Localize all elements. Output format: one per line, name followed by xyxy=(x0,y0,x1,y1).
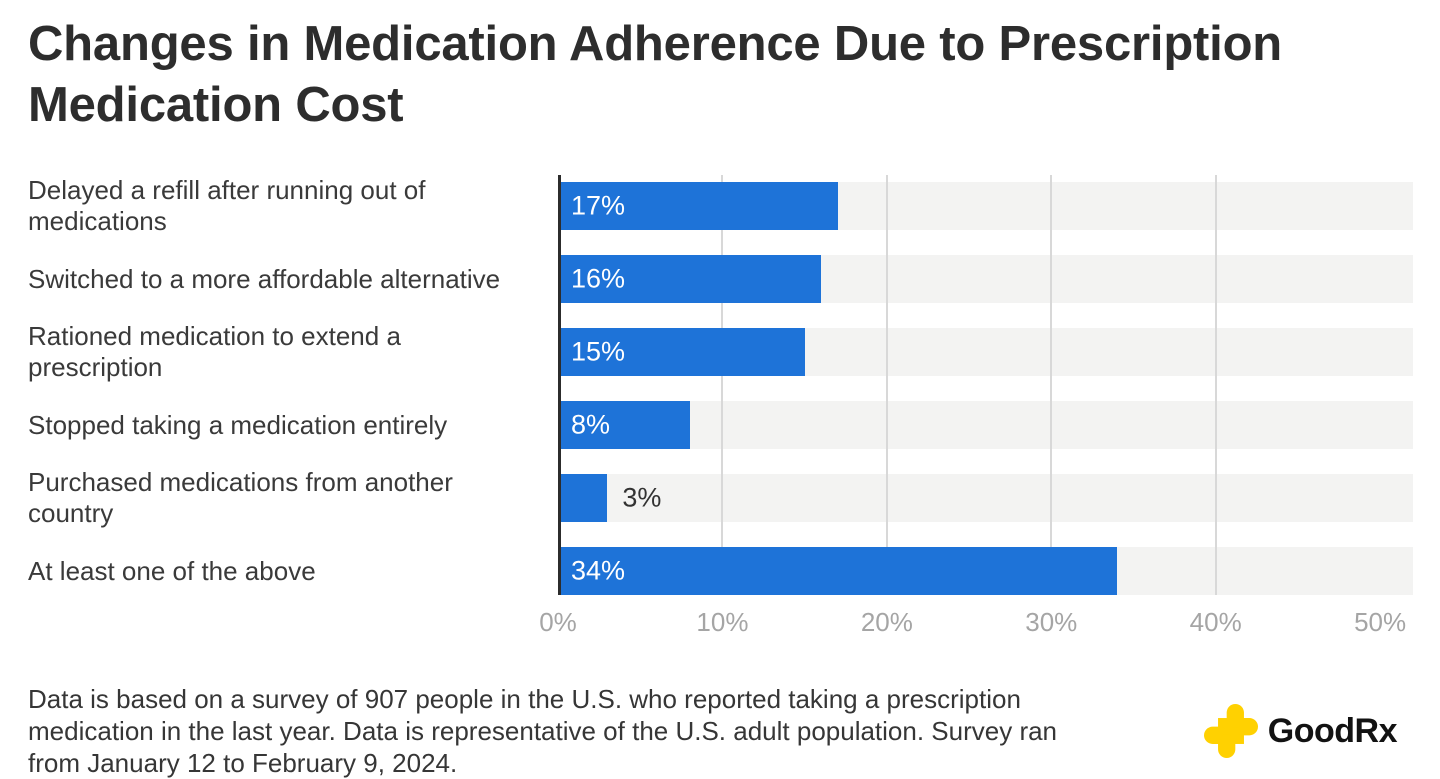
x-axis-ticks: 0% 10% 20% 30% 40% 50% xyxy=(539,607,1413,643)
chart-row: Rationed medication to extend a prescrip… xyxy=(28,321,1413,383)
bar: 8% xyxy=(558,401,690,449)
goodrx-cross-icon xyxy=(1203,704,1258,758)
x-tick-label: 50% xyxy=(1354,607,1407,637)
bar-track: 15% xyxy=(558,328,1413,376)
bar-value-label: 3% xyxy=(622,482,662,513)
chart-row: At least one of the above 34% xyxy=(28,547,1413,595)
footnote: Data is based on a survey of 907 people … xyxy=(28,683,1057,779)
x-tick-label: 40% xyxy=(1189,607,1242,637)
chart-row: Switched to a more affordable alternativ… xyxy=(28,255,1413,303)
category-label: Delayed a refill after running out of me… xyxy=(28,175,426,236)
bar: 16% xyxy=(558,255,822,303)
cross-shape xyxy=(1203,704,1258,758)
bar-value-label: 17% xyxy=(571,190,626,221)
bar: 15% xyxy=(558,328,805,376)
bar: 3% xyxy=(558,474,661,522)
footnote-line: Data is based on a survey of 907 people … xyxy=(28,684,1021,714)
x-tick-label: 10% xyxy=(696,607,749,637)
page-title: Changes in Medication Adherence Due to P… xyxy=(28,17,1283,132)
bar-track: 8% xyxy=(558,401,1413,449)
x-tick-label: 0% xyxy=(539,607,577,637)
category-label: At least one of the above xyxy=(28,555,316,586)
category-label: Switched to a more affordable alternativ… xyxy=(28,263,501,294)
chart-row: Stopped taking a medication entirely 8% xyxy=(28,401,1413,449)
bar-track: 3% xyxy=(558,474,1413,522)
chart-row: Purchased medications from another count… xyxy=(28,467,1413,529)
footnote-line: from January 12 to February 9, 2024. xyxy=(28,748,458,778)
bar: 34% xyxy=(558,547,1118,595)
chart-rows: Delayed a refill after running out of me… xyxy=(28,175,1413,595)
y-axis-line xyxy=(558,175,561,595)
category-label: Rationed medication to extend a prescrip… xyxy=(28,321,401,382)
bar-track: 16% xyxy=(558,255,1413,303)
footer: Data is based on a survey of 907 people … xyxy=(28,683,1398,779)
x-tick-label: 30% xyxy=(1025,607,1078,637)
bar-value-label: 34% xyxy=(571,555,626,586)
bar-value-label: 8% xyxy=(571,409,611,440)
plot-area: Delayed a refill after running out of me… xyxy=(28,175,1413,595)
bar-chart: Delayed a refill after running out of me… xyxy=(28,175,1413,643)
bar-value-label: 16% xyxy=(571,263,626,294)
bar: 17% xyxy=(558,182,838,230)
category-label: Stopped taking a medication entirely xyxy=(28,409,448,440)
bar-track: 34% xyxy=(558,547,1413,595)
bar-value-label: 15% xyxy=(571,336,626,367)
goodrx-wordmark: GoodRx xyxy=(1267,711,1398,750)
bar-track: 17% xyxy=(558,182,1413,230)
category-label: Purchased medications from another count… xyxy=(28,467,453,528)
x-tick-label: 20% xyxy=(860,607,913,637)
chart-row: Delayed a refill after running out of me… xyxy=(28,175,1413,237)
footnote-line: medication in the last year. Data is rep… xyxy=(28,716,1058,746)
goodrx-logo: GoodRx xyxy=(1203,704,1398,758)
